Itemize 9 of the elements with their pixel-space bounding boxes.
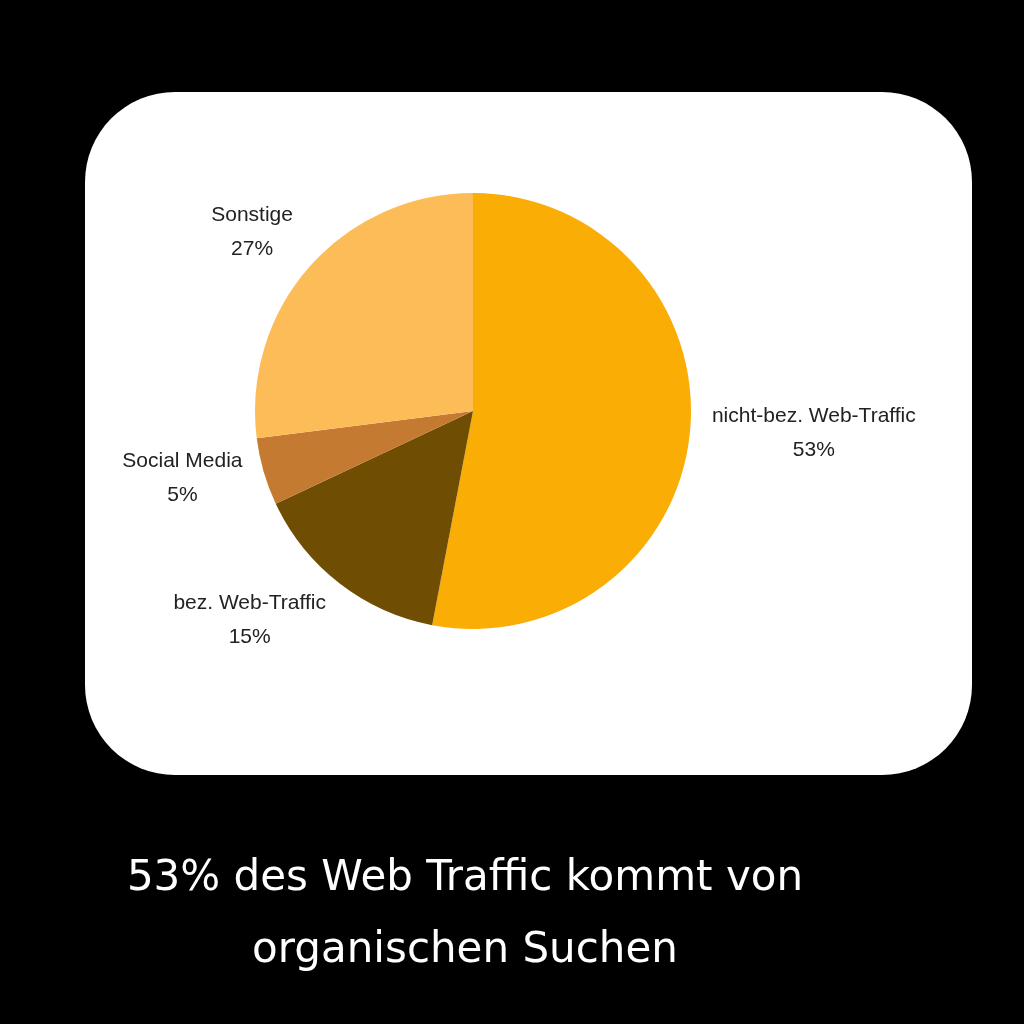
slice-label: bez. Web-Traffic — [173, 590, 326, 614]
slice-label: Sonstige — [211, 202, 293, 226]
slice-label: Social Media — [122, 447, 243, 471]
slice-label: nicht-bez. Web-Traffic — [711, 403, 916, 427]
data-label: 27% — [231, 236, 274, 260]
data-label: 5% — [167, 481, 198, 505]
data-label: 15% — [228, 624, 271, 648]
text: 53% des Web Traffic kommt von organischen Suchen — [125, 850, 805, 974]
data-label: 53% — [792, 437, 835, 461]
